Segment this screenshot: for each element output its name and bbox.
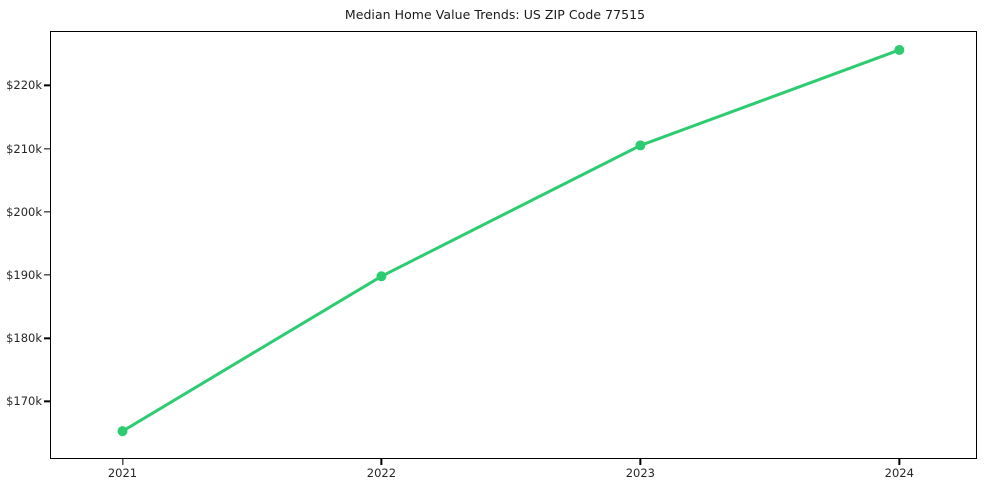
y-axis-tick-label: $190k (6, 268, 42, 283)
y-axis-tick-label: $180k (6, 331, 42, 346)
y-axis-tick-label: $220k (6, 78, 42, 93)
y-axis-tick-mark (44, 147, 50, 150)
data-point-marker (376, 271, 387, 282)
chart-title: Median Home Value Trends: US ZIP Code 77… (344, 7, 646, 22)
series-line (121, 48, 901, 433)
x-axis-tick-mark (121, 459, 124, 465)
x-axis-tick-label: 2023 (625, 466, 656, 480)
y-axis-tick-labels: $170k $180k $190k $200k $210k $220k (0, 0, 42, 490)
y-axis-tick-label: $210k (6, 141, 42, 156)
data-point-marker (635, 140, 646, 151)
x-axis-tick-label: 2022 (366, 466, 397, 480)
y-axis-tick-mark (44, 84, 50, 87)
y-axis-tick-mark (44, 400, 50, 403)
x-axis-tick-mark (898, 459, 900, 465)
data-point-marker (894, 44, 905, 55)
y-axis-tick-label: $170k (6, 394, 42, 409)
x-axis-tick-label: 2024 (884, 466, 914, 480)
y-axis-tick-mark (44, 337, 50, 339)
plot-area (50, 31, 977, 459)
y-axis-tick-mark (44, 274, 50, 276)
series-layer (117, 44, 905, 437)
x-axis-tick-mark (639, 459, 642, 465)
y-axis-tick-mark (44, 211, 50, 213)
x-axis-tick-mark (380, 459, 383, 465)
y-axis-tick-label: $200k (6, 204, 42, 219)
data-point-marker (117, 426, 128, 437)
x-axis-tick-label: 2021 (107, 466, 138, 480)
